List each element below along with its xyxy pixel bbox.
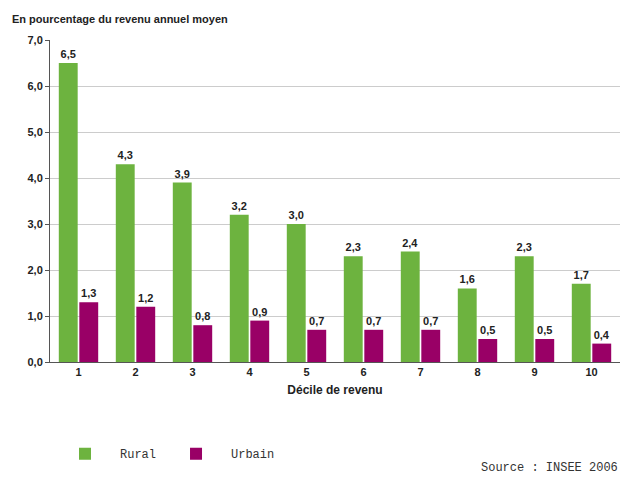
svg-text:5: 5 bbox=[303, 366, 309, 378]
svg-text:5,0: 5,0 bbox=[28, 126, 43, 138]
svg-text:Rural: Rural bbox=[120, 448, 156, 462]
svg-text:1,0: 1,0 bbox=[28, 310, 43, 322]
svg-text:9: 9 bbox=[531, 366, 537, 378]
svg-text:3,0: 3,0 bbox=[289, 209, 304, 221]
svg-text:0,9: 0,9 bbox=[252, 306, 267, 318]
svg-text:0,8: 0,8 bbox=[195, 310, 210, 322]
svg-text:6: 6 bbox=[360, 366, 366, 378]
svg-text:Source : INSEE 2006: Source : INSEE 2006 bbox=[481, 461, 618, 475]
svg-text:2,0: 2,0 bbox=[28, 264, 43, 276]
svg-text:4: 4 bbox=[246, 366, 253, 378]
svg-text:8: 8 bbox=[474, 366, 480, 378]
svg-text:0,5: 0,5 bbox=[480, 324, 495, 336]
svg-text:1,6: 1,6 bbox=[460, 273, 475, 285]
svg-text:3: 3 bbox=[189, 366, 195, 378]
svg-text:1,3: 1,3 bbox=[81, 287, 96, 299]
svg-text:1,2: 1,2 bbox=[138, 292, 153, 304]
svg-text:2,3: 2,3 bbox=[346, 241, 361, 253]
svg-text:6,5: 6,5 bbox=[61, 48, 76, 60]
svg-text:0,7: 0,7 bbox=[309, 315, 324, 327]
svg-text:2: 2 bbox=[132, 366, 138, 378]
svg-text:0,7: 0,7 bbox=[366, 315, 381, 327]
svg-text:3,2: 3,2 bbox=[232, 200, 247, 212]
svg-text:3,0: 3,0 bbox=[28, 218, 43, 230]
svg-text:Décile de revenu: Décile de revenu bbox=[287, 383, 382, 397]
svg-text:1: 1 bbox=[75, 366, 81, 378]
svg-text:0,7: 0,7 bbox=[423, 315, 438, 327]
svg-text:10: 10 bbox=[585, 366, 597, 378]
svg-text:2,3: 2,3 bbox=[517, 241, 532, 253]
svg-text:1,7: 1,7 bbox=[574, 269, 589, 281]
svg-text:7: 7 bbox=[417, 366, 423, 378]
svg-text:6,0: 6,0 bbox=[28, 80, 43, 92]
svg-text:En pourcentage du revenu annue: En pourcentage du revenu annuel moyen bbox=[12, 13, 228, 25]
svg-text:4,3: 4,3 bbox=[118, 149, 133, 161]
svg-text:0,5: 0,5 bbox=[537, 324, 552, 336]
svg-text:0,0: 0,0 bbox=[28, 356, 43, 368]
svg-text:Urbain: Urbain bbox=[231, 448, 274, 462]
svg-text:0,4: 0,4 bbox=[594, 329, 610, 341]
svg-text:7,0: 7,0 bbox=[28, 34, 43, 46]
svg-text:4,0: 4,0 bbox=[28, 172, 43, 184]
svg-text:3,9: 3,9 bbox=[175, 168, 190, 180]
svg-text:2,4: 2,4 bbox=[402, 237, 418, 249]
